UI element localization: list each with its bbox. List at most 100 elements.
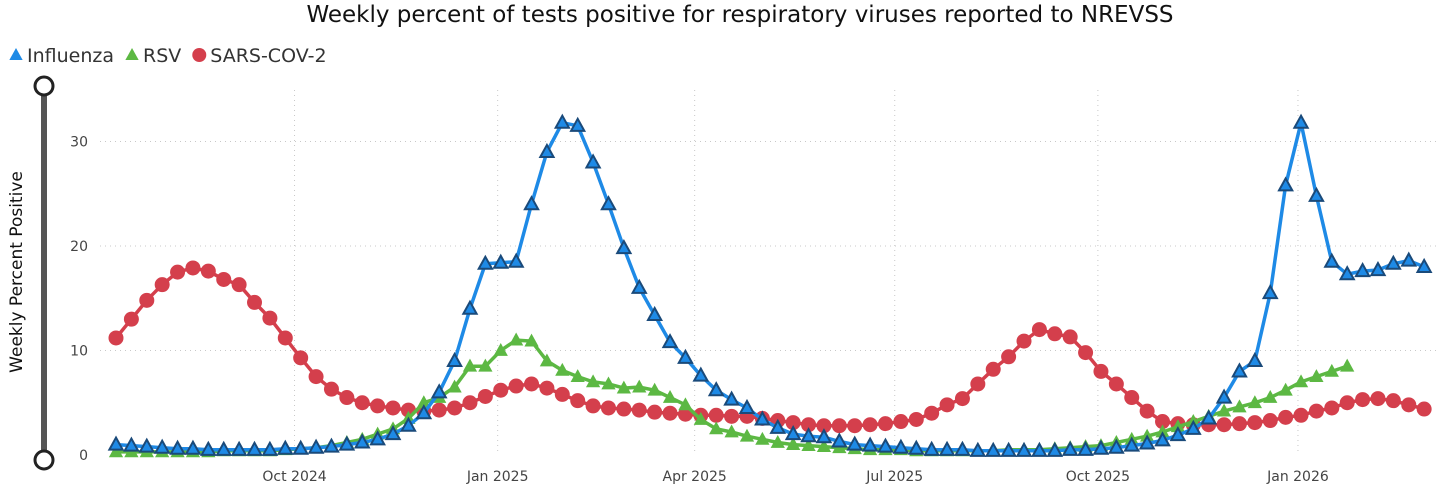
sarscov2-point[interactable] <box>801 417 817 433</box>
influenza-point[interactable] <box>292 439 310 455</box>
sarscov2-point[interactable] <box>216 271 232 287</box>
influenza-point[interactable] <box>1338 265 1356 281</box>
influenza-point[interactable] <box>307 438 325 454</box>
influenza-point[interactable] <box>1092 439 1110 455</box>
sarscov2-point[interactable] <box>724 408 740 424</box>
sarscov2-point[interactable] <box>1093 363 1109 379</box>
influenza-point[interactable] <box>230 440 248 456</box>
sarscov2-point[interactable] <box>1370 391 1386 407</box>
influenza-point[interactable] <box>892 438 910 454</box>
influenza-point[interactable] <box>984 441 1002 457</box>
sarscov2-point[interactable] <box>985 361 1001 377</box>
sarscov2-point[interactable] <box>477 388 493 404</box>
influenza-point[interactable] <box>600 195 617 211</box>
sarscov2-point[interactable] <box>878 416 893 432</box>
rsv-point[interactable] <box>1278 382 1293 396</box>
influenza-point[interactable] <box>276 439 294 455</box>
rsv-point[interactable] <box>662 390 678 403</box>
influenza-point[interactable] <box>215 440 233 456</box>
influenza-point[interactable] <box>569 116 587 132</box>
sarscov2-point[interactable] <box>1062 329 1078 345</box>
rsv-point[interactable] <box>1170 419 1186 433</box>
influenza-point[interactable] <box>1138 434 1156 450</box>
legend-label-sarscov2[interactable]: SARS-COV-2 <box>210 45 326 67</box>
legend[interactable]: Influenza RSV SARS-COV-2 <box>9 45 327 67</box>
legend-label-influenza[interactable]: Influenza <box>27 45 114 67</box>
influenza-point[interactable] <box>800 427 817 443</box>
influenza-point[interactable] <box>1415 257 1433 273</box>
sarscov2-point[interactable] <box>1031 322 1047 338</box>
rsv-point[interactable] <box>1155 424 1170 438</box>
influenza-point[interactable] <box>1292 113 1310 129</box>
rsv-point[interactable] <box>770 434 785 448</box>
sarscov2-point[interactable] <box>939 397 955 413</box>
influenza-point[interactable] <box>153 438 171 454</box>
rsv-point[interactable] <box>1216 403 1232 417</box>
influenza-point[interactable] <box>1231 362 1248 378</box>
influenza-point[interactable] <box>723 390 740 406</box>
influenza-point[interactable] <box>923 440 941 456</box>
sarscov2-point[interactable] <box>893 414 909 430</box>
sarscov2-point[interactable] <box>1216 417 1232 433</box>
influenza-point[interactable] <box>492 253 510 269</box>
influenza-point[interactable] <box>1369 260 1387 277</box>
influenza-point[interactable] <box>553 113 571 129</box>
influenza-point[interactable] <box>815 428 833 444</box>
sarscov2-point[interactable] <box>293 350 309 366</box>
sarscov2-point[interactable] <box>570 393 586 409</box>
influenza-point[interactable] <box>323 437 340 453</box>
sarscov2-point[interactable] <box>277 330 293 346</box>
rsv-point[interactable] <box>447 379 462 393</box>
rsv-point[interactable] <box>616 380 631 394</box>
sarscov2-point[interactable] <box>862 417 878 433</box>
sarscov2-point[interactable] <box>1308 403 1324 419</box>
influenza-point[interactable] <box>1154 431 1171 447</box>
rsv-point[interactable] <box>539 353 555 367</box>
sarscov2-point[interactable] <box>816 418 832 434</box>
influenza-point[interactable] <box>1046 441 1064 457</box>
influenza-point[interactable] <box>769 418 787 434</box>
sarscov2-point[interactable] <box>908 411 924 427</box>
sarscov2-point[interactable] <box>924 405 940 421</box>
sarscov2-point[interactable] <box>508 378 524 394</box>
sarscov2-point[interactable] <box>154 277 170 293</box>
influenza-point[interactable] <box>338 435 356 451</box>
influenza-point[interactable] <box>184 439 202 455</box>
influenza-point[interactable] <box>969 441 987 457</box>
sarscov2-point[interactable] <box>662 405 678 421</box>
rsv-point[interactable] <box>693 411 708 425</box>
rsv-point[interactable] <box>462 358 478 372</box>
sarscov2-point[interactable] <box>1262 413 1278 429</box>
sarscov2-point[interactable] <box>524 376 540 392</box>
influenza-point[interactable] <box>738 398 756 415</box>
rsv-point[interactable] <box>585 374 601 388</box>
rsv-point[interactable] <box>786 437 801 450</box>
influenza-point[interactable] <box>861 436 879 452</box>
influenza-point[interactable] <box>846 435 864 451</box>
sarscov2-point[interactable] <box>1016 333 1032 349</box>
sarscov2-point[interactable] <box>247 294 263 310</box>
sarscov2-point[interactable] <box>1108 376 1124 392</box>
rsv-point[interactable] <box>739 428 755 442</box>
rsv-point[interactable] <box>108 444 124 458</box>
influenza-point[interactable] <box>353 433 371 449</box>
influenza-point[interactable] <box>907 439 925 455</box>
sarscov2-point[interactable] <box>1339 395 1355 411</box>
sarscov2-point[interactable] <box>600 400 616 416</box>
rsv-point[interactable] <box>1309 369 1324 383</box>
sarscov2-point[interactable] <box>847 418 863 434</box>
sarscov2-point[interactable] <box>631 402 647 418</box>
sarscov2-point[interactable] <box>1047 326 1063 342</box>
influenza-point[interactable] <box>1385 254 1402 270</box>
sarscov2-point[interactable] <box>1293 407 1309 423</box>
influenza-point[interactable] <box>507 252 525 268</box>
influenza-point[interactable] <box>446 351 463 367</box>
sarscov2-point[interactable] <box>1401 397 1417 413</box>
influenza-point[interactable] <box>246 440 263 456</box>
influenza-point[interactable] <box>538 142 556 158</box>
influenza-point[interactable] <box>430 383 448 399</box>
influenza-point[interactable] <box>461 299 479 315</box>
influenza-point[interactable] <box>415 404 433 420</box>
influenza-point[interactable] <box>830 432 848 448</box>
influenza-point[interactable] <box>938 440 956 456</box>
